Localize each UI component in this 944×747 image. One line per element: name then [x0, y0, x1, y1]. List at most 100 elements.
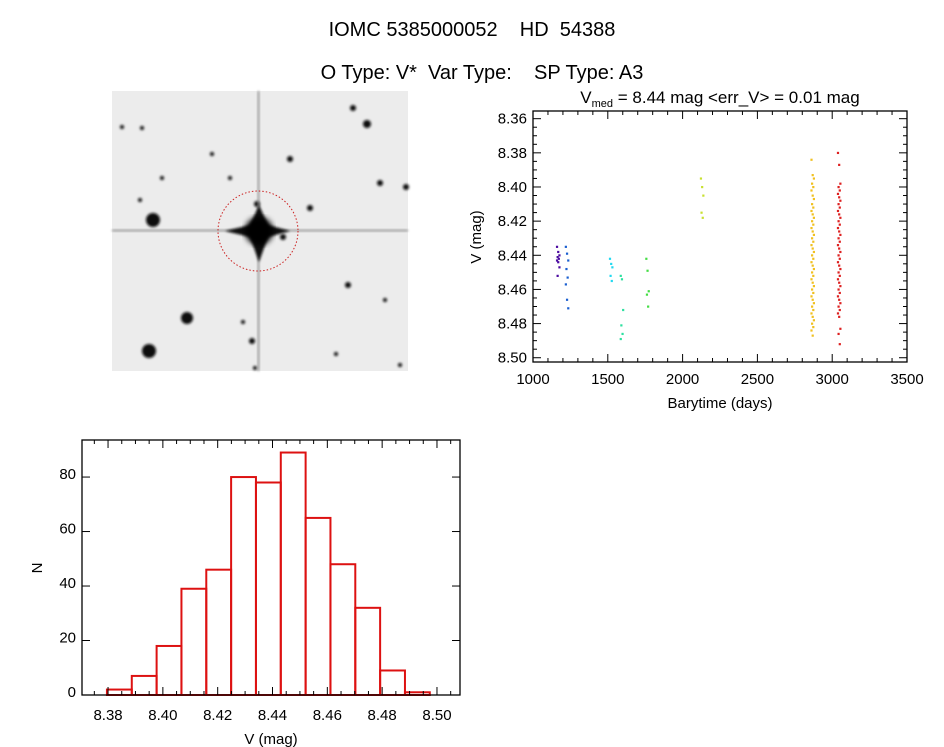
data-point — [812, 240, 815, 243]
chart-title: Vmed = 8.44 mag <err_V> = 0.01 mag — [580, 88, 859, 110]
data-point — [838, 196, 841, 199]
data-point — [836, 151, 840, 155]
data-point — [836, 295, 840, 298]
y-tick-label: 8.38 — [498, 145, 527, 162]
data-point — [812, 319, 816, 322]
x-tick-label: 1500 — [591, 371, 624, 388]
data-point — [810, 158, 813, 161]
data-point — [838, 343, 841, 346]
data-point — [812, 216, 816, 219]
data-point — [810, 278, 813, 281]
data-point — [839, 285, 842, 288]
data-point — [838, 298, 841, 301]
data-point — [836, 261, 840, 264]
histogram-bar — [230, 476, 257, 696]
title-rest: = 8.44 mag <err_V> = 0.01 mag — [613, 88, 860, 107]
light-curve-chart: 1000 1500 2000 2500 3000 3500 8.36 8.38 8.40 8.42… — [468, 88, 924, 412]
data-point — [812, 185, 815, 189]
data-point — [557, 257, 560, 260]
data-point — [836, 244, 840, 247]
data-point — [812, 223, 815, 226]
data-point — [839, 233, 842, 236]
data-point — [837, 203, 840, 206]
x-tick-label: 1000 — [516, 371, 549, 388]
data-point — [811, 334, 814, 337]
y-tick-label: 8.44 — [498, 247, 527, 264]
data-point — [611, 266, 614, 269]
plot-frame — [81, 439, 461, 696]
data-point — [838, 315, 841, 318]
data-point — [621, 332, 624, 336]
data-point — [811, 264, 814, 267]
data-point — [839, 182, 842, 185]
data-point — [812, 267, 816, 271]
data-point — [645, 257, 648, 260]
data-point — [811, 174, 814, 177]
data-point — [837, 185, 840, 189]
y-tick-label: 8.48 — [498, 316, 527, 333]
histogram-bar — [180, 587, 208, 696]
data-point — [556, 255, 559, 259]
data-point — [838, 257, 841, 260]
y-tick-label: 8.42 — [498, 213, 527, 230]
x-axis-label: Barytime (days) — [667, 395, 772, 412]
y-tick-label: 8.40 — [498, 179, 527, 196]
x-tick-label: 8.46 — [313, 707, 342, 724]
data-point — [812, 285, 816, 288]
y-tick-label: 40 — [59, 575, 76, 592]
field-star — [383, 298, 387, 302]
field-star — [160, 176, 164, 180]
field-star — [138, 198, 142, 202]
data-point — [836, 192, 840, 196]
data-point — [838, 213, 841, 216]
y-tick-label: 8.36 — [498, 111, 527, 128]
data-point — [811, 271, 814, 274]
data-point — [810, 329, 813, 332]
data-point — [810, 244, 813, 247]
histogram-bar — [329, 563, 357, 696]
histogram-bar — [105, 688, 133, 696]
histogram-bar — [279, 451, 307, 696]
data-point — [839, 250, 842, 254]
data-point — [699, 177, 703, 180]
histogram-bar — [205, 568, 233, 697]
data-point — [556, 274, 559, 277]
field-star — [403, 184, 409, 190]
field-star — [210, 152, 214, 156]
data-point — [566, 276, 569, 279]
field-star — [307, 205, 313, 211]
data-point — [567, 307, 570, 310]
data-point — [702, 194, 705, 197]
data-point — [812, 206, 815, 209]
data-point — [811, 322, 814, 325]
y-tick-label: 8.50 — [498, 350, 527, 367]
data-point — [620, 324, 623, 327]
data-point — [811, 213, 814, 216]
data-point — [836, 209, 840, 213]
x-tick-label: 8.44 — [258, 707, 287, 724]
data-point — [812, 233, 816, 236]
finder-image — [112, 91, 409, 371]
data-point — [564, 283, 567, 286]
data-point — [838, 281, 841, 284]
data-point — [619, 274, 622, 277]
data-point — [837, 271, 840, 274]
data-point — [811, 237, 814, 240]
data-point — [812, 257, 815, 260]
data-point — [565, 298, 569, 301]
data-point — [812, 308, 815, 312]
data-point — [837, 237, 840, 240]
data-point — [839, 199, 842, 202]
data-point — [838, 230, 841, 233]
x-tick-label: 3000 — [816, 371, 849, 388]
field-star — [350, 105, 356, 111]
data-point — [837, 305, 840, 308]
histogram-chart: 8.38 8.40 8.42 8.44 8.46 8.48 8.50 0 20 40 60 80 V (… — [29, 439, 461, 747]
field-star — [377, 180, 383, 186]
data-point — [609, 274, 612, 277]
data-point — [839, 267, 842, 271]
data-point — [610, 279, 613, 283]
x-tick-label: 8.38 — [93, 707, 122, 724]
x-tick-label: 8.42 — [203, 707, 232, 724]
data-point — [701, 185, 704, 189]
